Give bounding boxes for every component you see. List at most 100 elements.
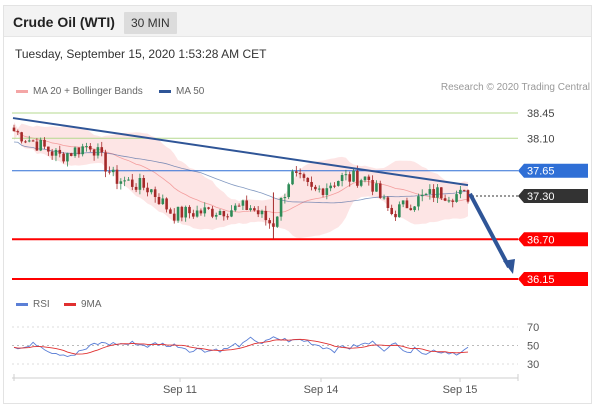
candle-body: [161, 198, 165, 205]
legend-ma50-label: MA 50: [176, 86, 205, 97]
rsi-line: [13, 336, 469, 358]
candle-body: [73, 147, 77, 156]
candle-body: [359, 180, 363, 186]
candle-body: [268, 220, 271, 224]
candle-body: [138, 178, 142, 190]
timeframe-badge[interactable]: 30 MIN: [124, 12, 177, 34]
rsi-tick-label: 30: [527, 359, 539, 371]
legend-rsi: RSI: [16, 299, 50, 310]
candle-body: [24, 141, 27, 143]
level-label-bg: [518, 163, 588, 178]
candle-body: [325, 188, 329, 195]
candle-body: [119, 181, 123, 184]
candle-body: [96, 147, 100, 156]
forecast-arrow-head: [503, 259, 515, 274]
candle-body: [43, 139, 46, 147]
legend-9ma-label: 9MA: [81, 299, 102, 310]
candle-body: [195, 210, 199, 217]
candle-body: [142, 178, 146, 188]
candle-body: [115, 169, 119, 184]
candle-body: [230, 210, 233, 217]
legend-bollinger: MA 20 + Bollinger Bands: [16, 86, 143, 97]
candle-body: [340, 175, 344, 182]
level-label-bg: [518, 189, 588, 203]
level-label-bg: [518, 232, 588, 247]
copyright-text: Research © 2020 Trading Central: [440, 82, 590, 93]
candle-body: [451, 200, 455, 202]
candle-body: [459, 189, 462, 195]
candle-body: [165, 198, 168, 210]
legend-bollinger-label: MA 20 + Bollinger Bands: [33, 86, 143, 97]
candle-body: [207, 207, 210, 209]
x-tick-label: Sep 15: [443, 384, 478, 396]
candle-body: [455, 194, 458, 202]
candle-body: [20, 132, 23, 142]
candle-body: [367, 176, 371, 180]
candle-body: [226, 216, 229, 218]
candle-body: [39, 139, 43, 151]
candle-body: [417, 196, 420, 207]
candle-body: [348, 174, 352, 182]
candle-body: [432, 189, 435, 198]
level-label: 36.70: [527, 234, 555, 246]
candle-body: [169, 209, 172, 214]
candle-body: [153, 189, 157, 197]
x-tick-label: Sep 11: [163, 384, 197, 396]
candle-body: [363, 176, 367, 181]
candle-body: [260, 210, 264, 215]
candle-body: [356, 170, 359, 186]
candle-body: [295, 171, 298, 173]
candle-body: [222, 211, 226, 217]
candle-body: [58, 149, 62, 154]
candle-body: [321, 188, 325, 195]
candle-body: [69, 153, 73, 156]
candle-body: [77, 147, 81, 155]
candle-body: [203, 207, 207, 214]
candle-body: [420, 194, 424, 197]
candle-body: [249, 208, 252, 210]
candle-body: [394, 214, 397, 218]
candle-body: [378, 183, 382, 198]
candle-body: [111, 169, 115, 173]
candle-body: [424, 193, 428, 195]
candle-body: [233, 205, 237, 211]
timestamp: Tuesday, September 15, 2020 1:53:28 AM C…: [15, 47, 267, 61]
candle-body: [241, 200, 245, 206]
candle-body: [398, 204, 401, 218]
candle-body: [390, 207, 393, 215]
candle-body: [211, 208, 214, 217]
candle-body: [50, 151, 54, 156]
candle-body: [31, 140, 35, 142]
candle-body: [81, 146, 84, 155]
candle-body: [127, 179, 130, 181]
candle-body: [253, 208, 256, 211]
legend-ma50: MA 50: [159, 86, 204, 97]
candle-body: [16, 131, 20, 133]
candle-body: [192, 213, 195, 217]
level-label-bg: [518, 272, 588, 286]
candle-body: [329, 185, 332, 189]
level-label: 38.45: [527, 108, 555, 120]
candle-body: [134, 186, 138, 190]
candle-body: [176, 206, 180, 221]
candle-body: [92, 149, 96, 156]
candle-body: [436, 187, 439, 198]
candle-body: [245, 200, 249, 210]
candle-body: [54, 149, 58, 156]
ma9-swatch: [64, 303, 76, 306]
candle-body: [264, 210, 268, 221]
candle-body: [302, 174, 306, 178]
candle-body: [66, 153, 69, 162]
candle-body: [382, 197, 386, 199]
candle-body: [188, 206, 191, 214]
candle-body: [405, 200, 409, 209]
candle-body: [184, 206, 187, 218]
candle-body: [371, 179, 374, 192]
candle-body: [344, 174, 348, 176]
candle-body: [310, 181, 313, 187]
candle-body: [291, 171, 294, 185]
candle-body: [104, 152, 107, 172]
candle-body: [443, 198, 447, 201]
ma50-line: [13, 141, 469, 204]
rsi-swatch: [16, 303, 28, 306]
